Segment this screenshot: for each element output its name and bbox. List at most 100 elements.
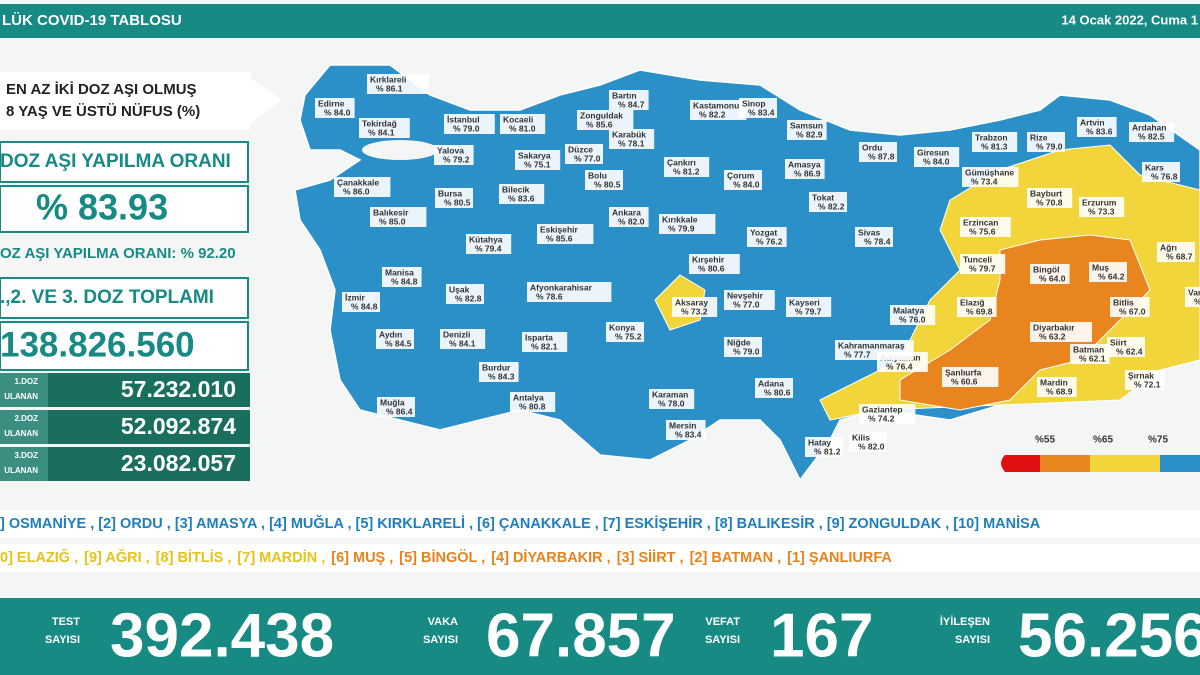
- province-name: Çanakkale: [337, 177, 379, 187]
- province-box: [466, 234, 512, 254]
- province-box: [527, 282, 612, 302]
- province-name: Van: [1188, 287, 1200, 297]
- province-box: [1077, 117, 1117, 137]
- ranking-item: [8] BİTLİS ,: [156, 549, 232, 566]
- province-name: Isparta: [525, 332, 553, 342]
- province-box: [962, 167, 1019, 187]
- province-value: % 86.1: [376, 83, 403, 93]
- province-value: % 79.2: [443, 154, 470, 164]
- province-value: % 72.1: [1134, 379, 1161, 389]
- province-box: [434, 145, 474, 165]
- province-value: % 68.9: [1046, 386, 1073, 396]
- province-value: % 75.2: [615, 331, 642, 341]
- province-box: [342, 292, 380, 312]
- province-box: [1037, 377, 1077, 397]
- stats: TEST SAYISI 392.438 VAKA SAYISI 67.857 VEFAT SA…: [45, 601, 1200, 670]
- province-value: % 77.0: [733, 299, 760, 309]
- province-name: Kırklareli: [370, 74, 406, 84]
- dose-value: 52.092.874: [121, 413, 236, 439]
- stat-value: 167: [770, 601, 873, 670]
- ranking-top: ] OSMANİYE , [2] ORDU , [3] AMASYA , [4]…: [0, 514, 1041, 532]
- province-name: Kayseri: [789, 297, 820, 307]
- province-value: % 81.0: [509, 123, 536, 133]
- ranking-item: [4] DİYARBAKIR ,: [491, 549, 611, 566]
- province-name: Balıkesir: [373, 207, 409, 217]
- ranking-item: [5] BİNGÖL ,: [399, 549, 485, 566]
- province-value: % 84.8: [351, 301, 378, 311]
- province-name: Nevşehir: [727, 290, 764, 300]
- province-box: [609, 207, 649, 227]
- province-name: Karaman: [652, 389, 688, 399]
- province-name: Kars: [1145, 162, 1164, 172]
- province-value: % 75.1: [524, 159, 551, 169]
- province-box: [515, 150, 561, 170]
- dose-value: 57.232.010: [121, 376, 236, 402]
- dose-label: ULANAN: [4, 392, 38, 401]
- province-box: [499, 184, 545, 204]
- province-value: % 76.4: [886, 361, 913, 371]
- province-name: Manisa: [385, 267, 414, 277]
- heading-box: [0, 72, 282, 130]
- province-name: Ağrı: [1160, 242, 1177, 252]
- rate-label-box: [0, 141, 249, 183]
- province-name: Bartın: [612, 90, 637, 100]
- province-value: % 78.0: [658, 398, 685, 408]
- stat-label: SAYISI: [705, 634, 740, 646]
- province-name: Amasya: [788, 159, 821, 169]
- province-name: Kastamonu: [693, 100, 739, 110]
- province-value: % 80.5: [594, 179, 621, 189]
- legend-blue: [1160, 455, 1200, 472]
- province-name: Bitlis: [1113, 297, 1134, 307]
- province-value: % 78.4: [864, 236, 891, 246]
- province-box: [859, 404, 916, 424]
- province-name: Ardahan: [1132, 122, 1166, 132]
- province-box: [440, 329, 486, 349]
- province-box: [577, 110, 634, 130]
- province-value: % 82.1: [531, 341, 558, 351]
- dose-label-bg: [0, 373, 48, 407]
- province-value: % 81.3: [981, 141, 1008, 151]
- province-box: [359, 118, 410, 138]
- province-value: % 87.8: [868, 151, 895, 161]
- province-name: Uşak: [449, 284, 470, 294]
- province-box: [957, 297, 997, 317]
- province-value: % 84.0: [324, 107, 351, 117]
- dose-label-bg: [0, 410, 48, 444]
- province-name: Çankırı: [667, 157, 696, 167]
- dose-value: 23.082.057: [121, 450, 236, 476]
- province-box: [1185, 287, 1200, 307]
- legend-label: %55: [1035, 435, 1055, 446]
- province-value: % 81.2: [673, 166, 700, 176]
- province-box: [690, 100, 747, 120]
- province-box: [1030, 322, 1092, 342]
- province-value: % 62.1: [1079, 353, 1106, 363]
- province-name: Trabzon: [975, 132, 1008, 142]
- province-value: % 80.8: [519, 401, 546, 411]
- province-value: % 79.7: [795, 306, 822, 316]
- province-name: Burdur: [482, 362, 511, 372]
- total-value-box: [0, 321, 249, 371]
- province-value: % 84.5: [385, 338, 412, 348]
- stat-value: 392.438: [110, 601, 334, 670]
- province-box: [835, 340, 914, 360]
- province-value: % 80.6: [698, 263, 725, 273]
- dose-label: ULANAN: [4, 429, 38, 438]
- province-box: [649, 389, 695, 409]
- province-value: % 79.0: [453, 123, 480, 133]
- province-value: % 70.8: [1036, 197, 1063, 207]
- province-value: % 74.2: [868, 413, 895, 423]
- province-value: % 83.4: [748, 107, 775, 117]
- province-value: % 75.6: [969, 226, 996, 236]
- stat-label: VEFAT: [705, 616, 740, 628]
- province-box: [609, 90, 649, 110]
- province-value: % 80.5: [444, 197, 471, 207]
- province-value: % 85.6: [586, 119, 613, 129]
- province-box: [1079, 197, 1125, 217]
- province-box: [315, 98, 355, 118]
- province-name: Erzincan: [963, 217, 998, 227]
- province-value: % 86.9: [794, 168, 821, 178]
- province-box: [585, 170, 623, 190]
- legend-orange: [1040, 455, 1090, 472]
